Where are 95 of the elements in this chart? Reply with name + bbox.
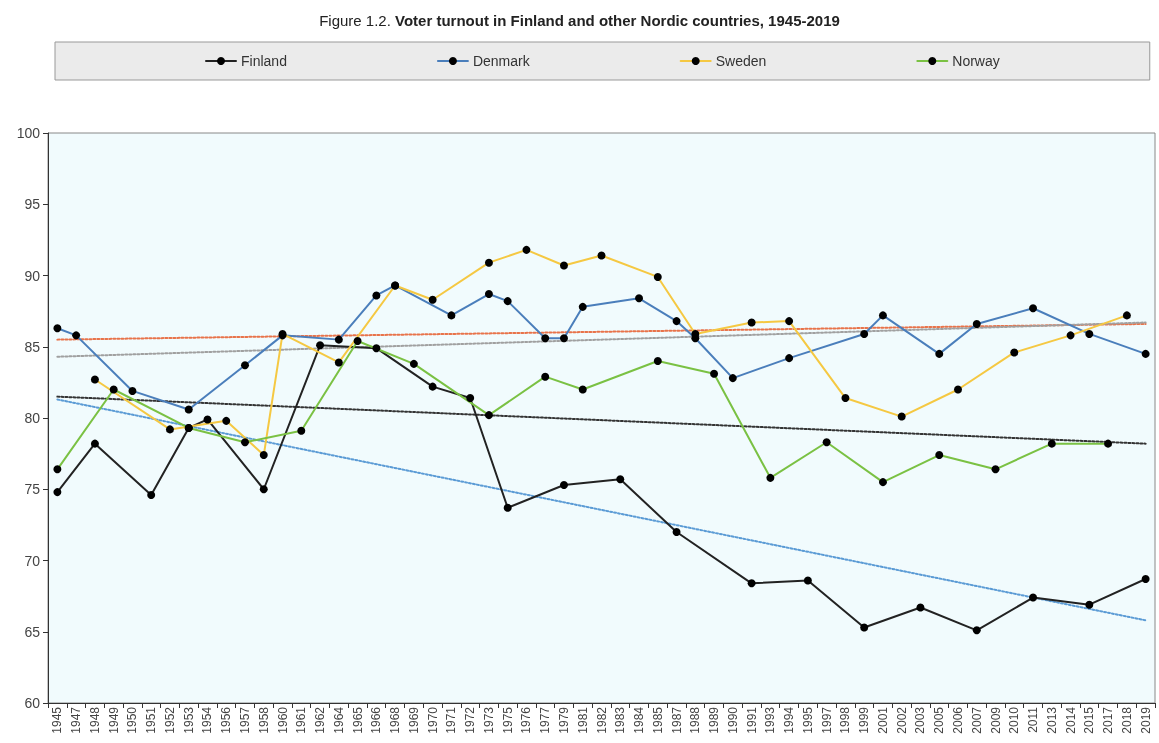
legend-label: Norway xyxy=(952,53,1000,69)
x-tick-label: 1994 xyxy=(782,706,797,734)
point xyxy=(147,490,156,499)
point xyxy=(1029,593,1038,602)
x-tick-label: 1950 xyxy=(125,706,140,734)
point xyxy=(428,382,437,391)
x-tick-label: 1966 xyxy=(369,706,384,734)
x-tick-label: 2011 xyxy=(1026,706,1041,733)
y-tick-label: 60 xyxy=(24,695,41,711)
x-tick-label: 1989 xyxy=(707,706,722,734)
x-tick-label: 1976 xyxy=(519,706,534,734)
point xyxy=(316,341,325,350)
x-tick-label: 1973 xyxy=(481,706,496,734)
point xyxy=(860,623,869,632)
x-tick-label: 2015 xyxy=(1082,706,1097,734)
x-tick-label: 1987 xyxy=(669,706,684,734)
x-tick-label: 1948 xyxy=(87,706,102,734)
x-tick-label: 2003 xyxy=(913,706,928,734)
x-tick-label: 1977 xyxy=(538,706,553,734)
chart-title: Figure 1.2. Voter turnout in Finland and other Nordic countries, 1945-2019 xyxy=(319,12,840,29)
point xyxy=(803,576,812,585)
x-tick-label: 1983 xyxy=(613,706,628,734)
x-tick-label: 1970 xyxy=(425,706,440,734)
x-tick-label: 1947 xyxy=(69,706,84,734)
x-tick-label: 1954 xyxy=(200,706,215,734)
point xyxy=(1085,600,1094,609)
point xyxy=(672,528,681,536)
x-tick-label: 2005 xyxy=(932,706,947,734)
point xyxy=(503,503,512,512)
x-tick-label: 1961 xyxy=(294,706,309,734)
x-tick-label: 2009 xyxy=(988,706,1003,734)
x-tick-label: 1965 xyxy=(350,706,365,734)
x-tick-label: 1999 xyxy=(857,706,872,734)
x-tick-label: 1972 xyxy=(463,706,478,734)
point xyxy=(203,415,212,424)
x-tick-label: 2013 xyxy=(1044,706,1059,734)
point xyxy=(616,475,625,484)
point xyxy=(1141,575,1150,584)
legend-label: Denmark xyxy=(472,53,531,69)
point xyxy=(916,603,925,612)
x-tick-label: 1953 xyxy=(181,706,196,734)
x-tick-label: 1962 xyxy=(313,706,328,734)
x-tick-label: 1960 xyxy=(275,706,290,734)
x-tick-label: 1985 xyxy=(650,706,665,734)
x-tick-label: 1988 xyxy=(688,706,703,734)
y-tick-label: 100 xyxy=(16,125,41,141)
point xyxy=(372,344,381,353)
y-tick-label: 95 xyxy=(24,196,41,213)
y-tick-label: 90 xyxy=(24,267,41,284)
point xyxy=(53,488,62,497)
legend-label: Finland xyxy=(241,53,287,69)
x-tick-label: 1981 xyxy=(575,706,590,734)
x-tick-label: 1949 xyxy=(106,706,121,734)
x-tick-label: 1990 xyxy=(725,706,740,734)
x-tick-label: 2006 xyxy=(950,706,965,734)
x-tick-label: 1982 xyxy=(594,706,609,734)
x-tick-label: 1952 xyxy=(162,706,177,734)
y-tick-label: 80 xyxy=(24,410,41,426)
point xyxy=(466,394,475,403)
legend-label: Sweden xyxy=(715,53,767,69)
x-tick-label: 2019 xyxy=(1138,706,1153,734)
x-tick-label: 2017 xyxy=(1101,706,1116,734)
x-tick-label: 1971 xyxy=(444,706,459,734)
x-tick-label: 1969 xyxy=(406,706,421,734)
x-tick-label: 1951 xyxy=(144,706,159,734)
y-tick-label: 75 xyxy=(24,481,41,498)
x-tick-label: 1945 xyxy=(50,706,65,734)
x-tick-label: 1975 xyxy=(500,706,515,734)
x-tick-label: 1968 xyxy=(388,706,403,734)
y-tick-label: 70 xyxy=(24,552,41,569)
point xyxy=(559,480,568,489)
x-tick-label: 1956 xyxy=(219,706,234,734)
x-tick-label: 2018 xyxy=(1119,706,1134,734)
x-tick-label: 1991 xyxy=(744,706,759,734)
y-tick-label: 85 xyxy=(24,338,41,355)
point xyxy=(259,485,268,494)
x-tick-label: 1979 xyxy=(556,706,571,734)
x-tick-label: 1958 xyxy=(256,706,271,734)
point xyxy=(747,579,756,588)
x-tick-label: 2001 xyxy=(875,706,890,734)
x-tick-label: 1995 xyxy=(800,706,815,734)
x-tick-label: 1997 xyxy=(819,706,834,734)
y-tick-label: 65 xyxy=(24,623,41,640)
x-tick-label: 1957 xyxy=(238,706,253,734)
x-tick-label: 2014 xyxy=(1063,706,1078,734)
point xyxy=(90,439,99,448)
x-tick-label: 2002 xyxy=(894,706,909,734)
x-tick-label: 2010 xyxy=(1007,706,1022,734)
point xyxy=(184,423,193,432)
x-tick-label: 2007 xyxy=(969,706,984,734)
x-tick-label: 1993 xyxy=(763,706,778,734)
x-tick-label: 1998 xyxy=(838,706,853,734)
x-tick-label: 1964 xyxy=(331,706,346,734)
point xyxy=(972,626,981,635)
x-tick-label: 1984 xyxy=(632,706,647,734)
